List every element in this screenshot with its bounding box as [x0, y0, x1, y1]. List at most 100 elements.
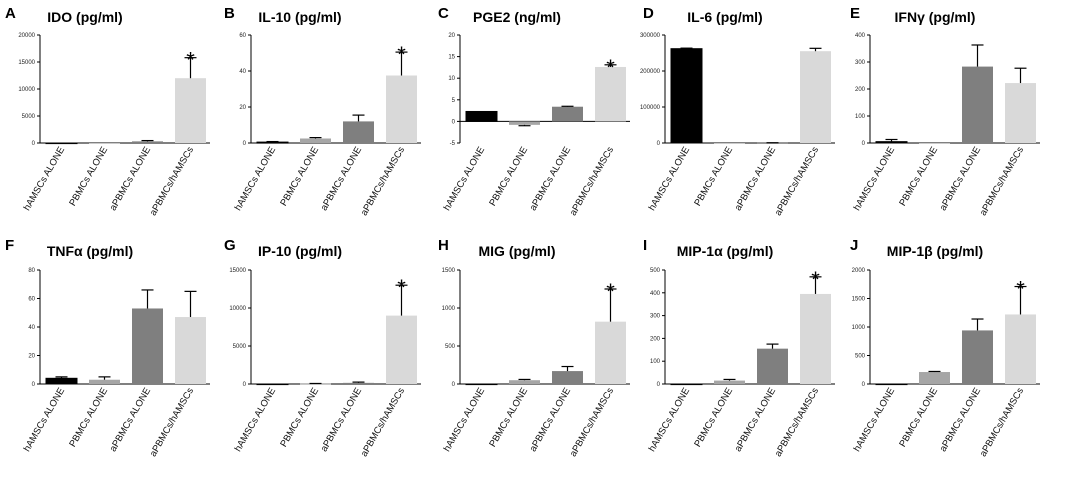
y-tick-label: 60	[28, 297, 35, 303]
chart-panel-b: B IL-10 (pg/ml) 0 20 40 60 hAMSCs ALONE PBMCs A…	[224, 5, 421, 218]
category-label: aPBMCs ALONE	[319, 386, 364, 454]
bar-2	[509, 380, 540, 384]
panel-letter: I	[643, 237, 647, 254]
chart-title: IL-10 (pg/ml)	[258, 9, 341, 25]
y-tick-label: 500	[445, 344, 456, 350]
y-tick-label: 300	[650, 314, 661, 320]
y-tick-label: 1000	[852, 325, 866, 331]
panel-letter: H	[438, 237, 449, 254]
bar-2	[714, 143, 745, 144]
category-label: aPBMCs ALONE	[733, 386, 778, 454]
bar-1	[670, 48, 703, 144]
category-label: aPBMCs ALONE	[319, 145, 364, 213]
category-label: aPBMCs ALONE	[938, 386, 983, 454]
bar-3	[343, 382, 374, 384]
category-label: hAMSCs ALONE	[852, 145, 897, 213]
y-tick-label: 20000	[18, 33, 35, 39]
category-label: aPBMCs/hAMSCs	[773, 145, 821, 218]
panel-letter: C	[438, 5, 449, 22]
bar-4	[175, 317, 206, 384]
bar-3	[757, 348, 788, 384]
category-label: PBMCs ALONE	[897, 145, 940, 208]
chart-title: MIP-1α (pg/ml)	[677, 243, 774, 259]
chart-panel-a: A IDO (pg/ml) 0 5000 10000 15000 20000 hAMSCs A…	[5, 5, 210, 218]
category-label: hAMSCs ALONE	[442, 145, 487, 213]
bar-3	[552, 371, 583, 384]
y-tick-label: 1500	[852, 297, 866, 303]
bar-1	[45, 142, 78, 145]
bar-1	[465, 383, 498, 386]
bar-2	[89, 379, 120, 384]
bar-4	[1005, 314, 1036, 384]
bar-2	[300, 138, 331, 143]
category-label: aPBMCs/hAMSCs	[359, 145, 407, 218]
panel-letter: J	[850, 237, 858, 254]
bar-4	[386, 75, 417, 143]
category-label: hAMSCs ALONE	[22, 386, 67, 454]
category-label: aPBMCs ALONE	[938, 145, 983, 213]
y-tick-label: 0	[452, 119, 456, 125]
y-tick-label: 15	[448, 55, 455, 61]
bar-3	[343, 121, 374, 143]
panel-letter: D	[643, 5, 654, 22]
y-tick-label: 300	[855, 60, 866, 66]
y-tick-label: 500	[650, 268, 661, 274]
y-tick-label: 0	[452, 382, 456, 388]
category-label: hAMSCs ALONE	[647, 386, 692, 454]
category-label: aPBMCs/hAMSCs	[148, 386, 196, 459]
significance-star: *	[1016, 277, 1025, 302]
y-tick-label: 200000	[640, 69, 661, 75]
category-label: hAMSCs ALONE	[233, 145, 278, 213]
category-label: aPBMCs/hAMSCs	[978, 386, 1026, 459]
chart-title: IL-6 (pg/ml)	[687, 9, 762, 25]
bar-1	[670, 383, 703, 386]
bar-3	[132, 308, 163, 384]
y-tick-label: 0	[657, 141, 661, 147]
bar-3	[757, 142, 788, 144]
y-tick-label: 20	[448, 33, 455, 39]
y-tick-label: 300000	[640, 33, 661, 39]
chart-title: MIP-1β (pg/ml)	[887, 243, 983, 259]
bar-2	[509, 121, 540, 125]
chart-panel-d: D IL-6 (pg/ml) 0 100000 200000 300000 hAMSCs A…	[640, 5, 835, 218]
chart-panel-i: I MIP-1α (pg/ml) 0 100 200 300 400 500 hAMSCs AL…	[643, 237, 835, 459]
bar-1	[256, 383, 289, 386]
bar-3	[962, 330, 993, 384]
category-label: hAMSCs ALONE	[647, 145, 692, 213]
bar-2	[919, 143, 950, 144]
y-tick-label: 200	[650, 336, 661, 342]
y-tick-label: 5000	[22, 114, 36, 120]
category-label: PBMCs ALONE	[692, 386, 735, 449]
bar-1	[256, 141, 289, 144]
chart-panel-f: F TNFα (pg/ml) 0 20 40 60 80 hAMSCs ALONE PBMCs …	[5, 237, 210, 459]
chart-title: TNFα (pg/ml)	[47, 243, 133, 259]
significance-star: *	[811, 267, 820, 292]
category-label: hAMSCs ALONE	[442, 386, 487, 454]
panel-letter: E	[850, 5, 860, 22]
y-tick-label: 40	[239, 69, 246, 75]
category-label: aPBMCs ALONE	[108, 386, 153, 454]
chart-title: MIG (pg/ml)	[479, 243, 556, 259]
chart-panel-c: C PGE2 (ng/ml) -5 0 5 10 15 20 hAMSCs ALONE PBMCs…	[438, 5, 630, 218]
y-tick-label: 20	[239, 105, 246, 111]
category-label: aPBMCs ALONE	[528, 145, 573, 213]
y-tick-label: 0	[657, 382, 661, 388]
category-label: PBMCs ALONE	[487, 386, 530, 449]
y-tick-label: 15000	[229, 268, 246, 274]
bar-4	[175, 78, 206, 143]
bar-4	[800, 51, 831, 144]
category-label: hAMSCs ALONE	[852, 386, 897, 454]
bar-2	[919, 372, 950, 384]
category-label: PBMCs ALONE	[897, 386, 940, 449]
bar-4	[595, 321, 626, 384]
y-tick-label: 10000	[229, 306, 246, 312]
y-tick-label: 0	[243, 382, 247, 388]
y-tick-label: 100000	[640, 105, 661, 111]
y-tick-label: 40	[28, 325, 35, 331]
y-tick-label: 1000	[442, 306, 456, 312]
bar-3	[132, 141, 163, 143]
category-label: aPBMCs ALONE	[733, 145, 778, 213]
category-label: aPBMCs ALONE	[528, 386, 573, 454]
panel-letter: B	[224, 5, 235, 22]
